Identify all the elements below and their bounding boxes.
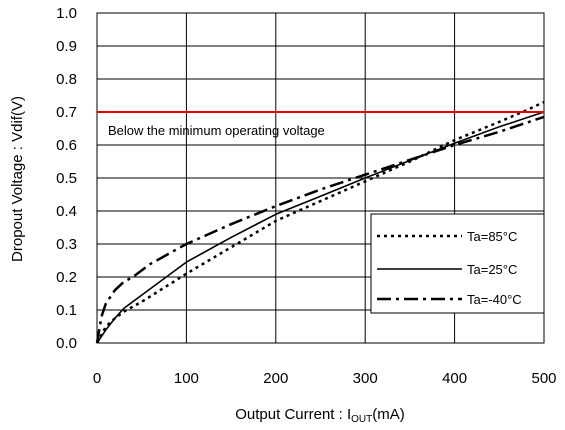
x-tick-label: 500 xyxy=(531,370,556,387)
x-axis-label-subscript: OUT xyxy=(351,414,372,425)
y-tick-label: 1.0 xyxy=(56,5,77,22)
y-tick-label: 0.6 xyxy=(56,137,77,154)
x-tick-label: 0 xyxy=(93,370,101,387)
x-tick-label: 300 xyxy=(353,370,378,387)
legend-label-minus40c: Ta=-40°C xyxy=(467,292,522,307)
x-tick-label: 100 xyxy=(174,370,199,387)
x-tick-label: 400 xyxy=(442,370,467,387)
y-tick-label: 0.0 xyxy=(56,335,77,352)
series-layer xyxy=(95,100,545,344)
legend-label-85c: Ta=85°C xyxy=(467,229,517,244)
y-tick-label: 0.8 xyxy=(56,71,77,88)
legend-label-25c: Ta=25°C xyxy=(467,262,517,277)
reference-line-label: Below the minimum operating voltage xyxy=(108,123,325,138)
y-axis-label: Dropout Voltage : Vdif(V) xyxy=(9,96,26,262)
series-line-85c xyxy=(95,100,545,344)
y-tick-label: 0.1 xyxy=(56,302,77,319)
y-tick-label: 0.9 xyxy=(56,38,77,55)
tick-labels: 0.0 0.1 0.2 0.3 0.4 0.5 0.6 0.7 0.8 0.9 1.0 0 100 200… xyxy=(56,5,556,387)
x-tick-label: 200 xyxy=(263,370,288,387)
plot-frame-layer xyxy=(96,12,545,344)
y-tick-label: 0.4 xyxy=(56,203,77,220)
series-line-minus40c xyxy=(95,115,545,344)
x-axis-label-unit: (mA) xyxy=(372,406,405,423)
y-tick-label: 0.2 xyxy=(56,269,77,286)
y-tick-label: 0.7 xyxy=(56,104,77,121)
x-axis-label: Output Current : IOUT(mA) xyxy=(235,406,405,425)
y-tick-label: 0.5 xyxy=(56,170,77,187)
x-axis-label-main: Output Current : I xyxy=(235,406,351,423)
series-line-25c xyxy=(96,111,545,344)
legend: Ta=85°C Ta=25°C Ta=-40°C xyxy=(370,213,545,314)
legend-box xyxy=(370,213,545,314)
plot-frame xyxy=(96,12,545,344)
y-tick-label: 0.3 xyxy=(56,236,77,253)
